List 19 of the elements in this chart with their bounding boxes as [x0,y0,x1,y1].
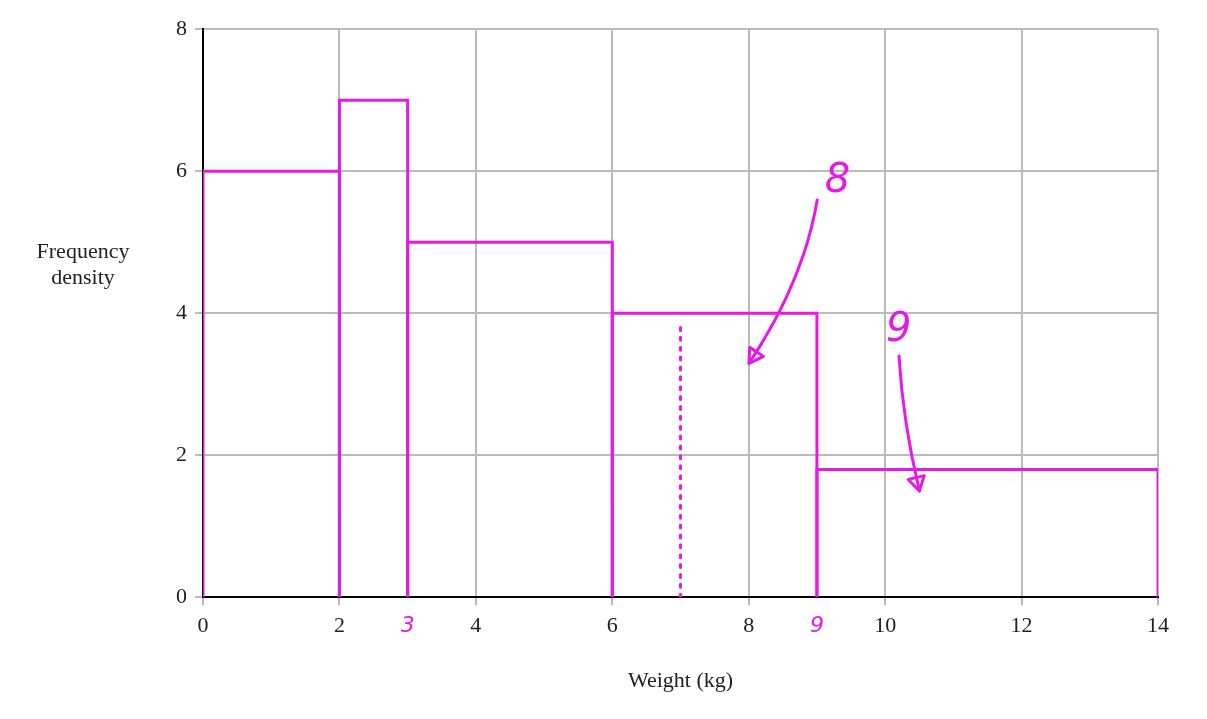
annotation: 8 [823,154,852,204]
x-tick-label: 4 [470,612,482,638]
y-tick-label: 2 [176,440,187,466]
y-axis-title: Frequency density [35,238,131,290]
y-tick-label: 0 [176,582,187,608]
x-tick-label: 8 [743,612,755,638]
x-tick-label: 3 [400,612,415,638]
x-tick-label: 12 [1010,612,1033,638]
x-tick-label: 6 [606,612,618,638]
x-tick-label: 9 [809,612,824,638]
x-tick-label: 14 [1147,612,1169,638]
y-tick-label: 8 [176,14,187,40]
x-tick-label: 0 [197,612,209,638]
x-axis-title: Weight (kg) [627,666,734,692]
x-tick-label: 10 [874,612,897,638]
x-tick-label: 2 [333,612,345,638]
y-tick-label: 4 [176,298,187,324]
y-tick-label: 6 [176,156,187,182]
annotation: 9 [885,303,913,353]
